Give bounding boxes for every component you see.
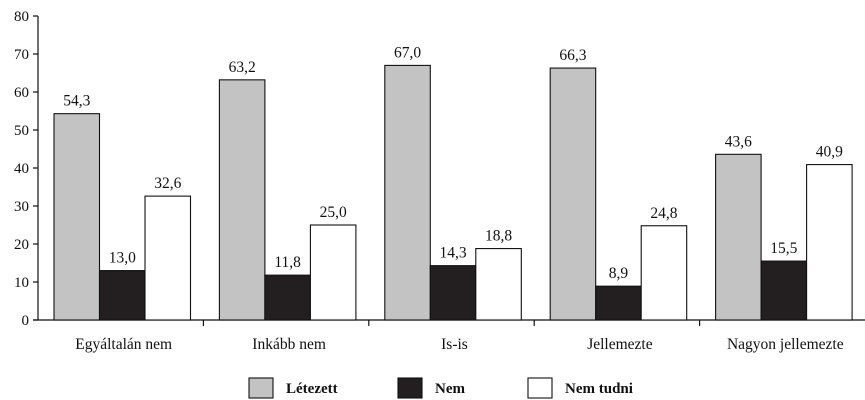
bar-nem [760, 260, 808, 321]
legend-swatch [397, 377, 423, 399]
legend-swatch [527, 377, 553, 399]
data-label: 43,6 [725, 133, 752, 150]
bar-nem [264, 274, 311, 321]
bar-létezett [549, 67, 597, 321]
data-label: 54,3 [63, 93, 90, 110]
bar-létezett [218, 79, 266, 321]
legend-label: Nem [435, 381, 465, 397]
category-label: Jellemezte [587, 336, 653, 353]
category-label: Nagyon jellemezte [727, 336, 844, 353]
data-label: 63,2 [229, 59, 256, 76]
y-tick-label: 60 [14, 85, 29, 101]
bar-nem [595, 285, 642, 321]
data-label: 14,3 [439, 245, 466, 262]
bar-nem [429, 265, 477, 321]
data-label: 32,6 [154, 175, 181, 192]
bar-nem-tudni [806, 164, 853, 321]
y-tick-label: 50 [14, 123, 29, 139]
y-tick-label: 20 [14, 237, 29, 253]
legend-label: Nem tudni [565, 381, 633, 397]
category-label: Egyáltalán nem [75, 336, 172, 353]
legend-label: Létezett [286, 381, 338, 397]
bar-létezett [384, 64, 431, 321]
y-tick-label: 80 [14, 9, 29, 25]
bar-nem-tudni [640, 225, 688, 321]
y-tick-label: 10 [14, 275, 29, 291]
y-tick-label: 30 [14, 199, 29, 215]
y-tick-label: 0 [22, 313, 30, 329]
data-label: 66,3 [559, 47, 586, 64]
category-label: Inkább nem [252, 336, 326, 353]
bar-létezett [53, 113, 101, 321]
category-label: Is-is [441, 336, 468, 353]
data-label: 15,5 [770, 240, 797, 257]
bar-nem-tudni [309, 224, 357, 321]
bar-nem-tudni [144, 195, 192, 321]
data-label: 8,9 [609, 265, 629, 282]
data-label: 13,0 [109, 250, 136, 267]
data-label: 67,0 [394, 44, 421, 61]
y-tick-label: 70 [14, 47, 29, 63]
bar-nem [98, 270, 146, 321]
y-tick-label: 40 [14, 161, 29, 177]
bar-létezett [715, 153, 762, 321]
data-label: 40,9 [816, 144, 843, 161]
data-label: 24,8 [650, 205, 677, 222]
legend-swatch [248, 377, 274, 399]
data-label: 25,0 [320, 204, 347, 221]
data-label: 18,8 [485, 228, 512, 245]
data-label: 11,8 [274, 254, 301, 271]
bar-nem-tudni [475, 248, 522, 321]
